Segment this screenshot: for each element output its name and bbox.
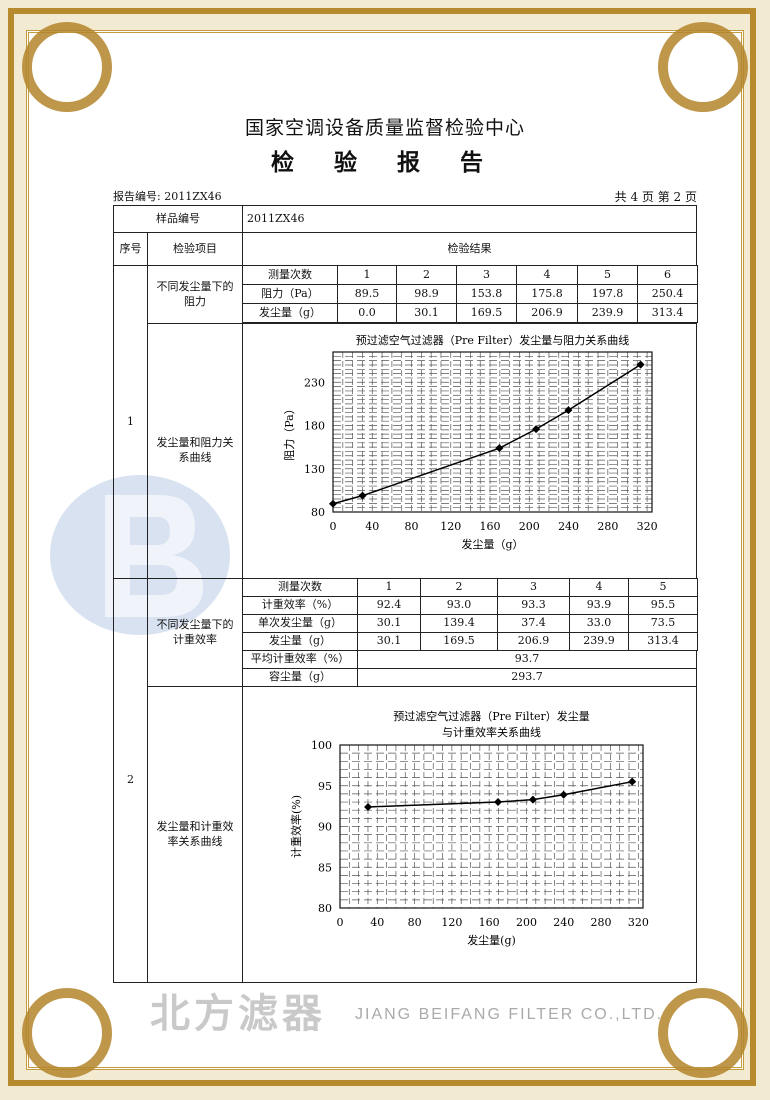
efficiency-chart-area xyxy=(242,686,697,983)
row-label: 测量次数 xyxy=(242,578,358,597)
corner-ornament xyxy=(658,988,748,1078)
table-cell: 73.5 xyxy=(628,614,698,633)
row-label: 发尘量（g） xyxy=(242,303,338,323)
table-cell: 2 xyxy=(396,265,457,285)
resistance-chart-area xyxy=(242,323,697,579)
page-indicator: 共 4 页 第 2 页 xyxy=(614,190,697,204)
table-cell: 0.0 xyxy=(337,303,397,323)
table-cell: 3 xyxy=(497,578,570,597)
item-efficiency-curve: 发尘量和计重效率关系曲线 xyxy=(147,686,243,983)
sample-value: 2011ZX46 xyxy=(242,205,697,233)
org-name: 国家空调设备质量监督检验中心 xyxy=(244,117,525,139)
avg-efficiency-value: 93.7 xyxy=(357,650,697,669)
row-label: 发尘量（g） xyxy=(242,632,358,651)
row-label: 计重效率（%） xyxy=(242,596,358,615)
table-cell: 30.1 xyxy=(357,632,421,651)
dust-capacity-value: 293.7 xyxy=(357,668,697,687)
table-cell: 1 xyxy=(357,578,421,597)
gold-outer-border xyxy=(8,8,756,1086)
table-cell: 93.9 xyxy=(569,596,629,615)
header-result: 检验结果 xyxy=(242,232,697,266)
sample-label: 样品编号 xyxy=(113,205,243,233)
table-cell: 313.4 xyxy=(637,303,698,323)
table-cell: 169.5 xyxy=(420,632,498,651)
table-cell: 30.1 xyxy=(357,614,421,633)
corner-ornament xyxy=(22,22,112,112)
table-cell: 30.1 xyxy=(396,303,457,323)
table-cell: 153.8 xyxy=(456,284,517,304)
row-label: 阻力（Pa） xyxy=(242,284,338,304)
table-cell: 206.9 xyxy=(516,303,578,323)
table-cell: 6 xyxy=(637,265,698,285)
table-cell: 1 xyxy=(337,265,397,285)
corner-ornament xyxy=(658,22,748,112)
table-cell: 197.8 xyxy=(577,284,638,304)
table-cell: 92.4 xyxy=(357,596,421,615)
item-resistance: 不同发尘量下的阻力 xyxy=(147,265,243,324)
avg-efficiency-label: 平均计重效率（%） xyxy=(242,650,358,669)
item-resistance-curve: 发尘量和阻力关系曲线 xyxy=(147,323,243,579)
table-cell: 5 xyxy=(628,578,698,597)
header-seq: 序号 xyxy=(113,232,148,266)
table-cell: 139.4 xyxy=(420,614,498,633)
table-cell: 169.5 xyxy=(456,303,517,323)
table-cell: 89.5 xyxy=(337,284,397,304)
table-cell: 93.0 xyxy=(420,596,498,615)
table-cell: 93.3 xyxy=(497,596,570,615)
table-cell: 33.0 xyxy=(569,614,629,633)
dust-capacity-label: 容尘量（g） xyxy=(242,668,358,687)
table-cell: 313.4 xyxy=(628,632,698,651)
table-cell: 2 xyxy=(420,578,498,597)
table-cell: 250.4 xyxy=(637,284,698,304)
table-cell: 98.9 xyxy=(396,284,457,304)
table-cell: 37.4 xyxy=(497,614,570,633)
table-cell: 239.9 xyxy=(569,632,629,651)
table-cell: 175.8 xyxy=(516,284,578,304)
row-label: 单次发尘量（g） xyxy=(242,614,358,633)
table-cell: 5 xyxy=(577,265,638,285)
table-cell: 95.5 xyxy=(628,596,698,615)
item-efficiency: 不同发尘量下的计重效率 xyxy=(147,578,243,687)
seq-2: 2 xyxy=(113,578,148,983)
corner-ornament xyxy=(22,988,112,1078)
table-cell: 3 xyxy=(456,265,517,285)
table-cell: 4 xyxy=(569,578,629,597)
header-item: 检验项目 xyxy=(147,232,243,266)
table-cell: 4 xyxy=(516,265,578,285)
table-cell: 206.9 xyxy=(497,632,570,651)
report-title: 检 验 报 告 xyxy=(270,149,500,176)
table-cell: 239.9 xyxy=(577,303,638,323)
report-number: 报告编号: 2011ZX46 xyxy=(113,190,222,203)
seq-1: 1 xyxy=(113,265,148,579)
row-label: 测量次数 xyxy=(242,265,338,285)
